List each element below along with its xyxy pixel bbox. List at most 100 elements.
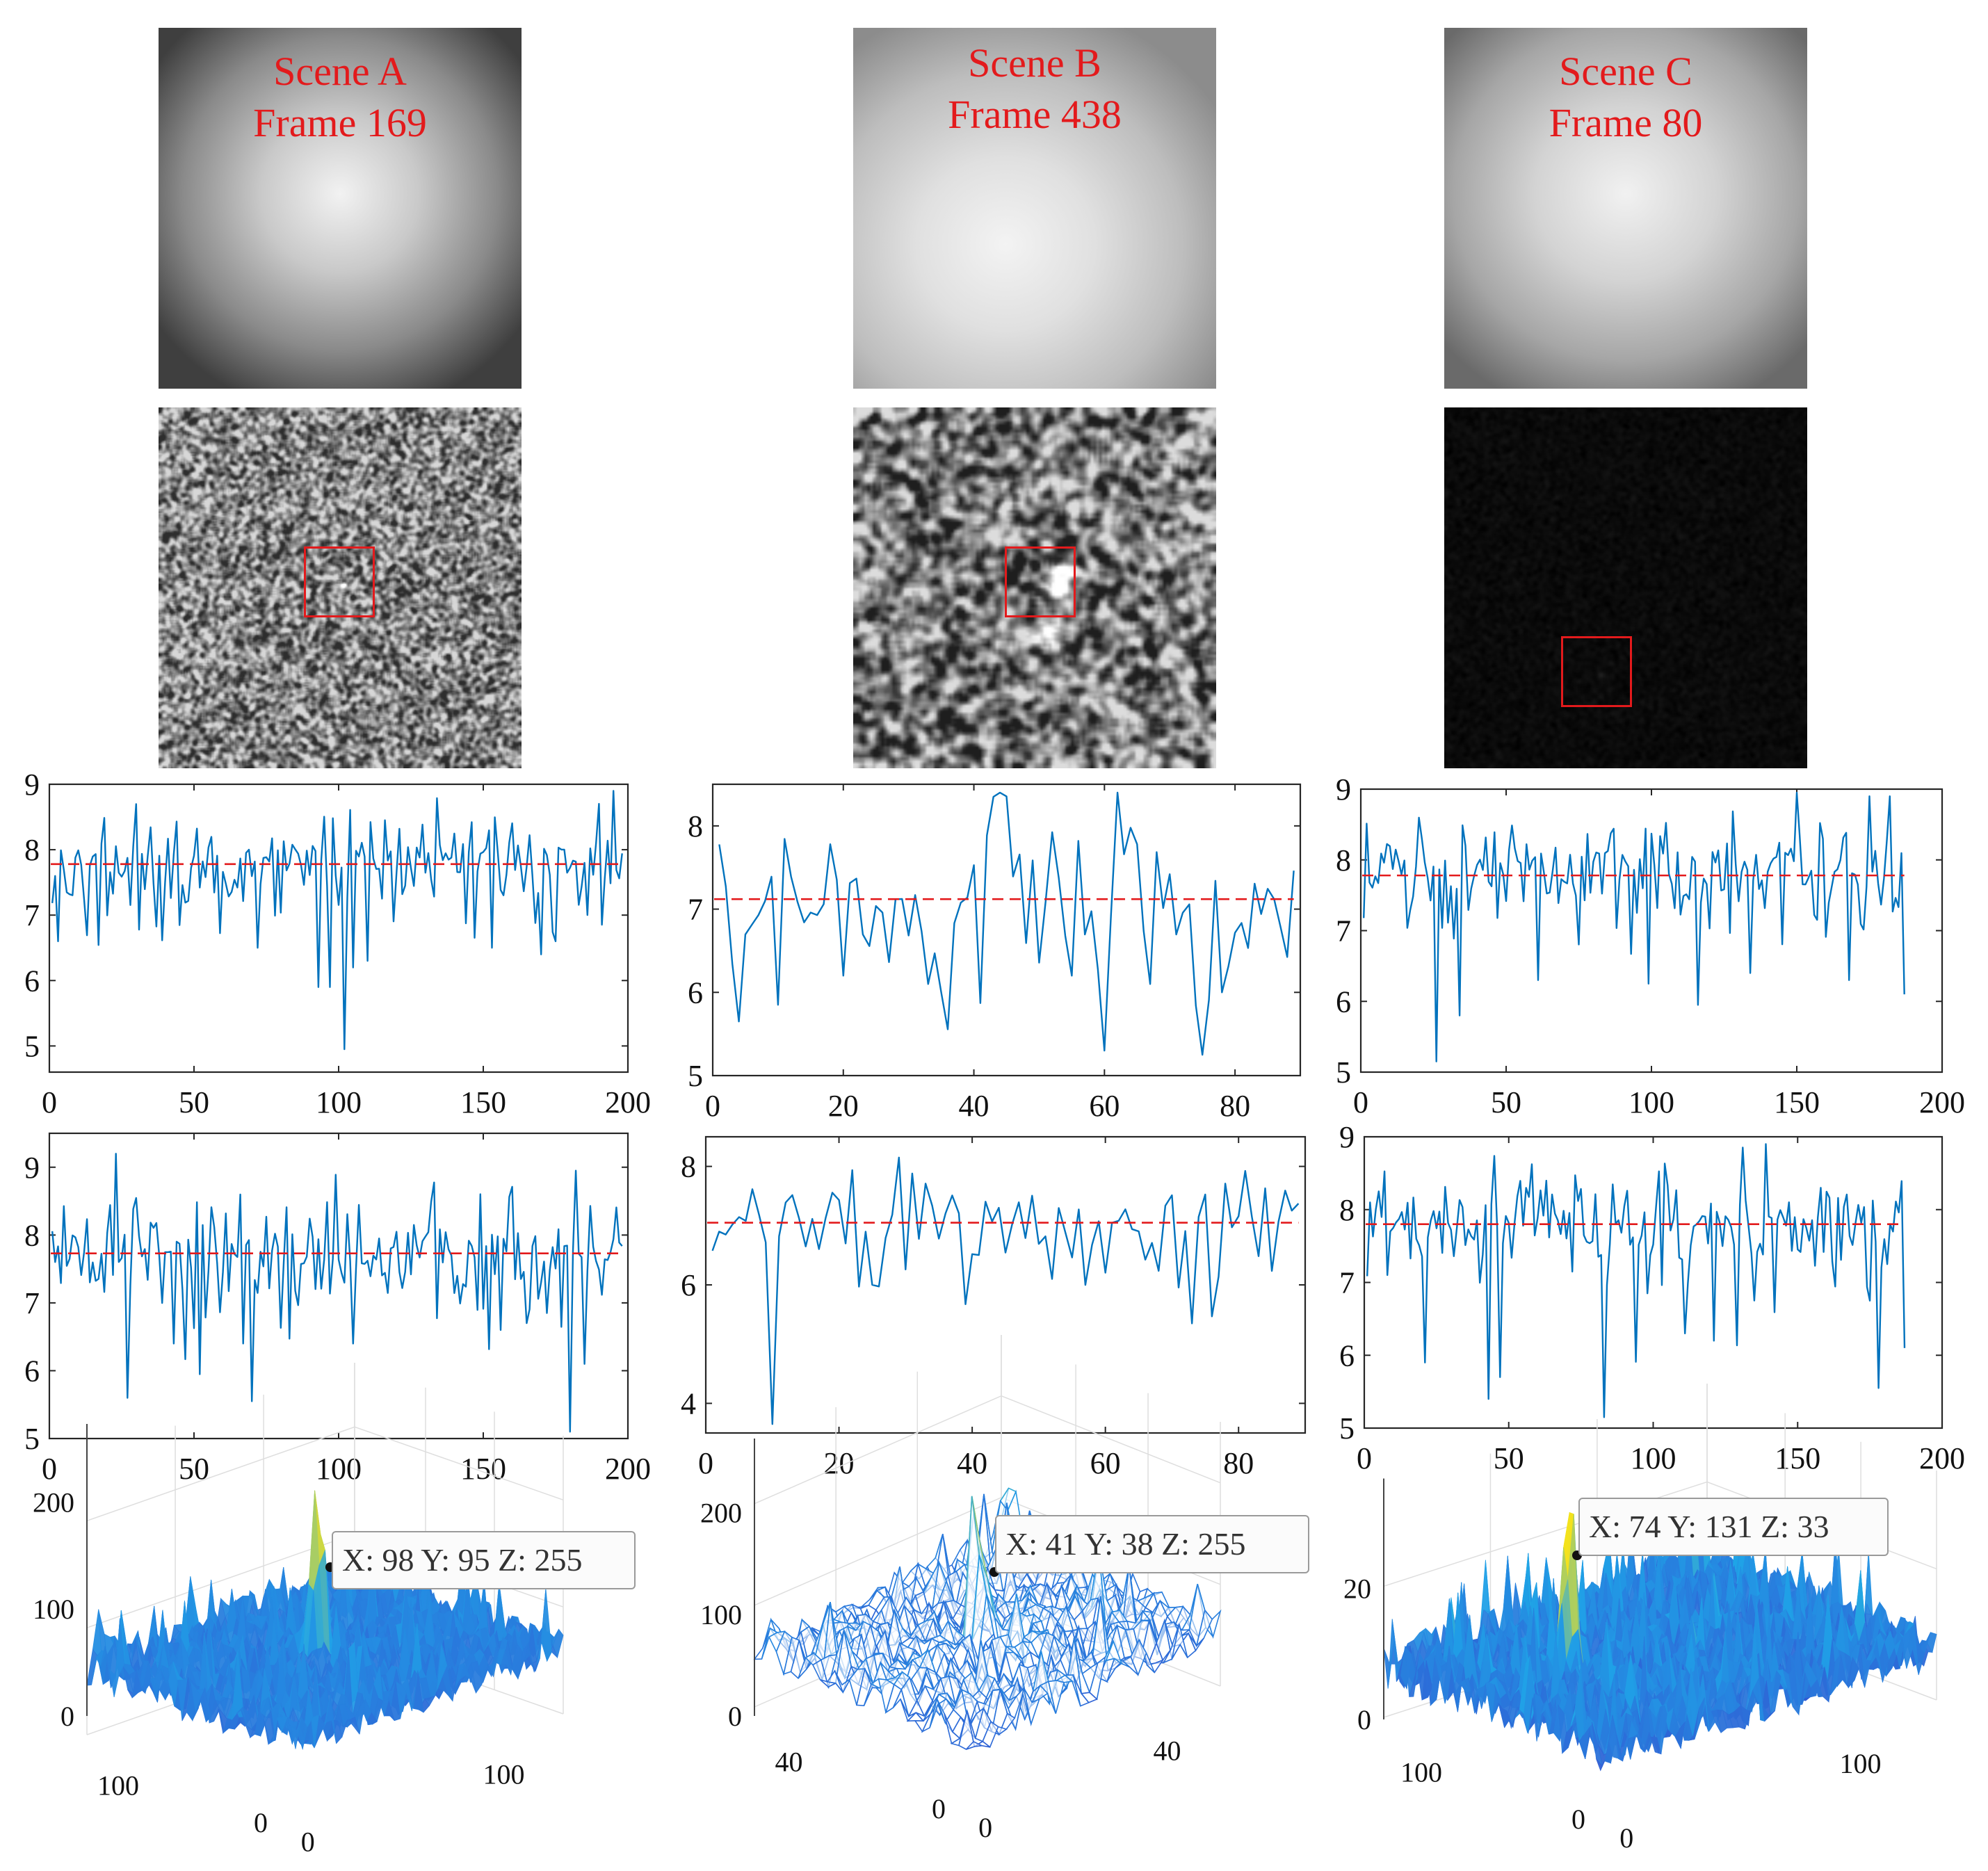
datatip-text: X: 41 Y: 38 Z: 255 [1005,1526,1245,1562]
y-tick-label: 7 [24,1286,40,1320]
data-series-line [711,1156,1300,1425]
y-tick-label: 9 [24,1151,40,1185]
plot-frame [1363,1135,1943,1429]
scene-b-title: Scene B Frame 438 [853,38,1216,140]
x-tick-label: 60 [1089,1089,1120,1123]
y-tick-label: 7 [688,893,703,927]
x-tick-label: 80 [1220,1089,1250,1123]
x-tick-label: 0 [1357,1441,1372,1475]
x-tick-label: 20 [824,1446,855,1480]
z-tick-label: 0 [60,1701,74,1732]
plot-frame [711,783,1302,1077]
scene-a-title-line2: Frame 169 [253,100,427,145]
x-tick-label: 80 [1223,1446,1254,1480]
scene-b-target-box [1005,546,1076,617]
scene-c-filtered-image [1444,407,1807,768]
x-tick-label: 200 [605,1452,651,1486]
y-tick-label: 8 [24,833,40,867]
y-tick-label: 6 [24,1354,40,1388]
x-tick-label: 150 [1774,1085,1820,1119]
y-tick-label: 9 [1336,772,1351,807]
y-tick-label: 6 [24,964,40,998]
data-series-line [51,1153,623,1433]
y-tick-label: 8 [688,809,703,843]
z-tick-label: 100 [33,1594,74,1625]
x-tick-label: 40 [775,1747,803,1778]
y-tick-label: 40 [1154,1735,1181,1767]
x-tick-label: 40 [957,1446,987,1480]
x-tick-label: 100 [316,1452,362,1486]
y-tick-label: 7 [24,898,40,932]
x-tick-label: 50 [179,1452,209,1486]
x-tick-label: 60 [1090,1446,1121,1480]
x-tick-label: 50 [179,1085,209,1119]
y-tick-label: 5 [1336,1055,1351,1090]
x-tick-label: 100 [1629,1085,1674,1119]
y-tick-label: 0 [301,1826,315,1857]
data-series-line [1363,791,1905,1062]
surface-patch [290,1717,302,1749]
y-tick-label: 4 [681,1386,696,1420]
scene-b-original-image: Scene B Frame 438 [853,28,1216,389]
scene-a-original-image: Scene A Frame 169 [159,28,522,389]
scene-a-target-box [304,546,375,617]
y-tick-label: 7 [1339,1266,1355,1300]
plot-frame [704,1135,1307,1434]
y-tick-label: 6 [681,1268,696,1302]
y-tick-label: 8 [1336,843,1351,877]
x-tick-label: 150 [460,1452,506,1486]
x-tick-label: 0 [42,1085,57,1119]
scene-a-title-line1: Scene A [273,49,407,94]
scene-a-filtered-image [159,407,522,768]
scene-a-title: Scene A Frame 169 [159,46,522,149]
x-tick-label: 150 [1775,1441,1820,1475]
y-tick-label: 9 [1339,1120,1355,1154]
y-tick-label: 9 [24,768,40,802]
plot-frame [48,1132,629,1440]
x-tick-label: 50 [1494,1441,1524,1475]
datatip-text: X: 98 Y: 95 Z: 255 [342,1542,582,1578]
x-tick-label: 0 [254,1807,268,1838]
x-tick-label: 100 [316,1085,362,1119]
line-chart-row1-A: 0 50 100 150 200 5 6 7 8 9 [24,768,651,1119]
y-tick-label: 5 [1339,1411,1355,1445]
y-tick-label: 5 [24,1422,40,1456]
x-tick-label: 0 [1353,1085,1368,1119]
y-tick-label: 6 [1339,1338,1355,1372]
z-tick-label: 100 [700,1599,742,1630]
scene-c-original-image: Scene C Frame 80 [1444,28,1807,389]
z-axis: 0 100 200 [33,1424,88,1732]
scene-c-title-line1: Scene C [1559,49,1692,94]
x-tick-label: 0 [42,1452,57,1486]
y-tick-label: 5 [24,1029,40,1063]
x-tick-label: 0 [698,1446,713,1480]
x-tick-label: 100 [97,1770,139,1801]
y-tick-label: 5 [688,1059,703,1093]
scene-b-title-line2: Frame 438 [948,92,1122,137]
z-tick-label: 200 [33,1487,74,1518]
z-tick-label: 0 [728,1701,742,1732]
y-tick-label: 6 [688,975,703,1010]
x-tick-label: 0 [705,1089,720,1123]
data-series-line [51,790,623,1051]
x-tick-label: 150 [460,1085,506,1119]
x-tick-label: 200 [1919,1085,1965,1119]
x-tick-label: 40 [959,1089,989,1123]
x-tick-label: 50 [1491,1085,1521,1119]
x-tick-label: 0 [932,1793,946,1824]
grid-line [754,1395,1221,1505]
y-tick-label: 8 [24,1218,40,1252]
y-tick-label: 100 [483,1759,525,1790]
data-series-line [1366,1143,1906,1418]
data-series-line [718,791,1295,1056]
y-tick-label: 8 [1339,1193,1355,1227]
scene-c-title: Scene C Frame 80 [1444,46,1807,149]
grid-line [86,1426,564,1522]
x-tick-label: 200 [605,1085,651,1119]
y-tick-label: 7 [1336,914,1351,948]
